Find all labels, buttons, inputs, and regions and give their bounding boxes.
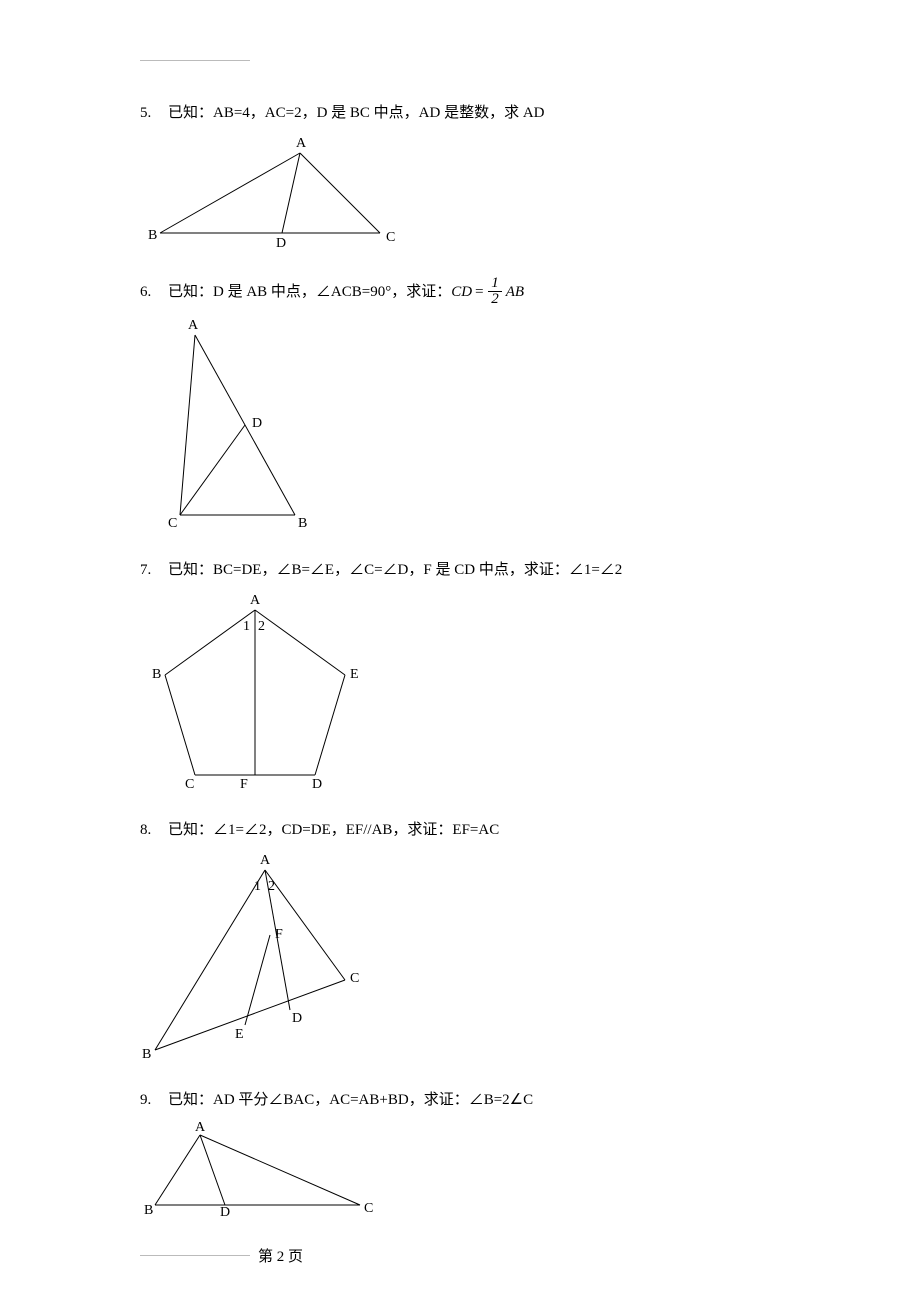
formula-rhs: AB	[506, 280, 524, 304]
problem-8-body: 已知：∠1=∠2，CD=DE，EF//AB，求证：EF=AC	[168, 818, 499, 842]
formula-lhs: CD	[451, 280, 472, 304]
triangle-abc-d-icon: A B C D	[140, 133, 400, 253]
frac-den: 2	[488, 292, 502, 307]
formula-eq: =	[474, 280, 484, 304]
problem-6-body: 已知：D 是 AB 中点，∠ACB=90°，求证：	[168, 280, 451, 304]
problem-7: 7. 已知：BC=DE，∠B=∠E，∠C=∠D，F 是 CD 中点，求证：∠1=…	[140, 558, 780, 800]
svg-text:2: 2	[258, 619, 265, 634]
svg-text:F: F	[240, 777, 248, 792]
svg-text:A: A	[296, 136, 307, 151]
svg-text:B: B	[148, 228, 157, 243]
problem-5-figure: A B C D	[140, 133, 780, 258]
svg-text:D: D	[292, 1011, 302, 1026]
svg-text:C: C	[185, 777, 194, 792]
frac-num: 1	[488, 276, 502, 292]
problem-9-body: 已知：AD 平分∠BAC，AC=AB+BD，求证：∠B=2∠C	[168, 1088, 533, 1112]
svg-text:1: 1	[243, 619, 250, 634]
svg-text:1: 1	[254, 879, 261, 894]
problem-8-number: 8.	[140, 818, 168, 842]
svg-text:E: E	[350, 667, 359, 682]
svg-text:A: A	[260, 853, 271, 868]
problem-9-figure: A B C D	[140, 1120, 780, 1225]
problem-9: 9. 已知：AD 平分∠BAC，AC=AB+BD，求证：∠B=2∠C A B C…	[140, 1088, 780, 1225]
triangle-bisector-icon: A B C D	[140, 1120, 380, 1220]
svg-text:C: C	[364, 1201, 373, 1216]
problem-7-text: 7. 已知：BC=DE，∠B=∠E，∠C=∠D，F 是 CD 中点，求证：∠1=…	[140, 558, 780, 582]
svg-text:C: C	[386, 230, 395, 245]
svg-text:E: E	[235, 1027, 244, 1042]
formula-fraction: 1 2	[488, 276, 502, 307]
problem-5: 5. 已知：AB=4，AC=2，D 是 BC 中点，AD 是整数，求 AD A …	[140, 101, 780, 258]
problem-6-text: 6. 已知：D 是 AB 中点，∠ACB=90°，求证： CD = 1 2 AB	[140, 276, 780, 307]
svg-text:B: B	[152, 667, 161, 682]
problem-7-figure: A B E C D F 1 2	[140, 590, 780, 800]
footer-rule	[140, 1255, 250, 1256]
triangle-ef-parallel-icon: A B C D E F 1 2	[140, 850, 380, 1065]
problem-8-text: 8. 已知：∠1=∠2，CD=DE，EF//AB，求证：EF=AC	[140, 818, 780, 842]
right-triangle-median-icon: A C B D	[140, 315, 340, 535]
svg-text:D: D	[276, 236, 286, 251]
problem-6-figure: A C B D	[140, 315, 780, 540]
svg-text:A: A	[250, 593, 261, 608]
svg-text:A: A	[195, 1120, 206, 1135]
problem-8-figure: A B C D E F 1 2	[140, 850, 780, 1070]
svg-text:C: C	[350, 971, 359, 986]
problem-5-body: 已知：AB=4，AC=2，D 是 BC 中点，AD 是整数，求 AD	[168, 101, 545, 125]
svg-text:D: D	[312, 777, 322, 792]
problem-5-text: 5. 已知：AB=4，AC=2，D 是 BC 中点，AD 是整数，求 AD	[140, 101, 780, 125]
page-number: 第 2 页	[258, 1245, 303, 1266]
problem-9-text: 9. 已知：AD 平分∠BAC，AC=AB+BD，求证：∠B=2∠C	[140, 1088, 780, 1112]
page-footer: 第 2 页	[140, 1245, 780, 1266]
svg-text:B: B	[144, 1203, 153, 1218]
problem-5-number: 5.	[140, 101, 168, 125]
problem-7-number: 7.	[140, 558, 168, 582]
svg-text:D: D	[220, 1205, 230, 1220]
svg-text:D: D	[252, 416, 262, 431]
svg-text:B: B	[142, 1047, 151, 1062]
problem-7-body: 已知：BC=DE，∠B=∠E，∠C=∠D，F 是 CD 中点，求证：∠1=∠2	[168, 558, 622, 582]
pentagon-af-icon: A B E C D F 1 2	[140, 590, 370, 795]
svg-text:C: C	[168, 516, 177, 531]
svg-text:A: A	[188, 318, 199, 333]
problem-6-number: 6.	[140, 280, 168, 304]
top-rule	[140, 60, 250, 61]
svg-text:B: B	[298, 516, 307, 531]
page: 5. 已知：AB=4，AC=2，D 是 BC 中点，AD 是整数，求 AD A …	[0, 0, 920, 1306]
svg-text:F: F	[275, 927, 283, 942]
svg-text:2: 2	[268, 879, 275, 894]
problem-8: 8. 已知：∠1=∠2，CD=DE，EF//AB，求证：EF=AC A B C …	[140, 818, 780, 1070]
problem-6: 6. 已知：D 是 AB 中点，∠ACB=90°，求证： CD = 1 2 AB…	[140, 276, 780, 540]
problem-9-number: 9.	[140, 1088, 168, 1112]
